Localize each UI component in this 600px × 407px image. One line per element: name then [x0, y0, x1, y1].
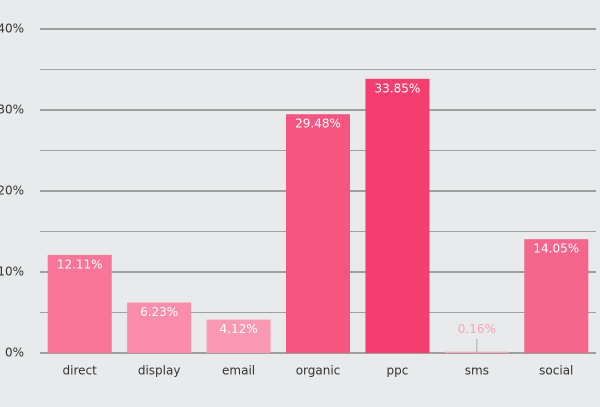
- y-tick-label: 0%: [5, 346, 24, 360]
- bar: [47, 254, 112, 353]
- x-tick-label: display: [138, 364, 181, 378]
- value-label: 14.05%: [533, 242, 579, 256]
- x-tick-label: organic: [296, 364, 341, 378]
- y-tick-label: 10%: [0, 265, 24, 279]
- y-tick-label: 20%: [0, 184, 24, 198]
- value-label: 4.12%: [220, 322, 258, 336]
- value-label: 12.11%: [57, 257, 103, 271]
- bar: [365, 78, 430, 353]
- value-label: 0.16%: [458, 322, 496, 336]
- value-label: 29.48%: [295, 117, 341, 131]
- value-label: 33.85%: [375, 81, 421, 95]
- bar: [286, 114, 350, 353]
- x-tick-label: social: [539, 364, 573, 378]
- bar: [206, 319, 271, 353]
- x-tick-label: sms: [465, 364, 489, 378]
- x-tick-label: direct: [63, 364, 98, 378]
- bar: [127, 302, 192, 353]
- x-tick-label: ppc: [387, 364, 409, 378]
- y-tick-label: 40%: [0, 22, 24, 36]
- bar: [524, 239, 589, 353]
- x-tick-label: email: [222, 364, 255, 378]
- y-tick-label: 30%: [0, 103, 24, 117]
- value-label: 6.23%: [140, 305, 178, 319]
